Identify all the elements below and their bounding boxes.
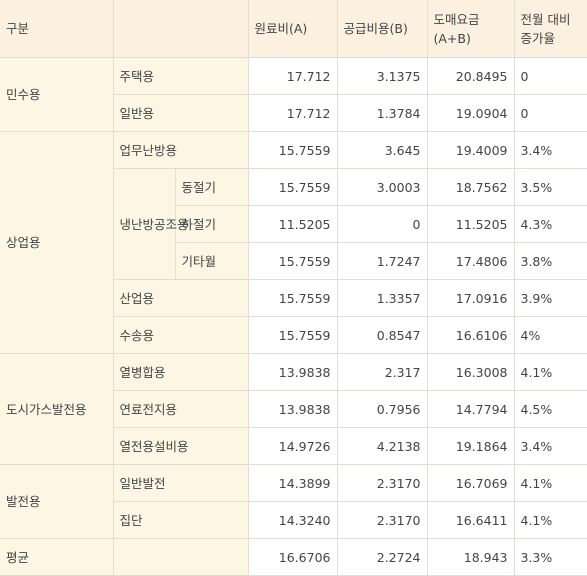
- group-label: 상업용: [0, 131, 114, 354]
- table-row: 열전용설비용 14.9726 4.2138 19.1864 3.4%: [0, 427, 587, 465]
- table-row: 일반용 17.712 1.3784 19.0904 0: [0, 94, 587, 132]
- header-cell: 도매요금 (A+B): [426, 0, 515, 58]
- price-cell: 0.8547: [336, 316, 428, 354]
- price-cell: 20.8495: [426, 57, 515, 95]
- rate-cell: 3.4%: [513, 427, 587, 465]
- item-label: 업무난방용: [112, 131, 249, 169]
- price-cell: 14.9726: [247, 427, 338, 465]
- group-label: 민수용: [0, 57, 114, 132]
- item-label: 일반발전: [112, 464, 249, 502]
- header-cell: 원료비(A): [247, 0, 338, 58]
- price-cell: 2.3170: [336, 464, 428, 502]
- price-cell: 18.943: [426, 538, 515, 576]
- header-cell: 전월 대비 증가율: [513, 0, 587, 58]
- group-label: 도시가스발전용: [0, 353, 114, 465]
- price-cell: 1.3357: [336, 279, 428, 317]
- table-row: 산업용 15.7559 1.3357 17.0916 3.9%: [0, 279, 587, 317]
- subitem-label: 동절기: [174, 168, 249, 206]
- price-cell: 0: [336, 205, 428, 243]
- price-cell: 3.0003: [336, 168, 428, 206]
- price-cell: 3.1375: [336, 57, 428, 95]
- price-cell: 2.2724: [336, 538, 428, 576]
- table-row: 발전용 일반발전 14.3899 2.3170 16.7069 4.1%: [0, 464, 587, 539]
- price-cell: 13.9838: [247, 390, 338, 428]
- price-cell: 17.712: [247, 57, 338, 95]
- table-row: 민수용 주택용 17.712 3.1375 20.8495 0: [0, 57, 587, 132]
- price-cell: 14.7794: [426, 390, 515, 428]
- rate-cell: 4.1%: [513, 501, 587, 539]
- price-cell: 19.0904: [426, 94, 515, 132]
- price-cell: 15.7559: [247, 316, 338, 354]
- rate-cell: 0: [513, 57, 587, 95]
- table-row: 냉난방공조용 동절기 15.7559 3.0003 18.7562 3.5%: [0, 168, 587, 280]
- group-label: 발전용: [0, 464, 114, 539]
- price-cell: 15.7559: [247, 168, 338, 206]
- rate-cell: 3.9%: [513, 279, 587, 317]
- price-cell: 14.3899: [247, 464, 338, 502]
- price-cell: 16.6106: [426, 316, 515, 354]
- item-label: 냉난방공조용: [113, 168, 189, 280]
- price-cell: 1.3784: [336, 94, 428, 132]
- rate-cell: 4%: [513, 316, 587, 354]
- header-cell: [112, 0, 249, 58]
- table-row: 상업용 업무난방용 15.7559 3.645 19.4009 3.4%: [0, 131, 587, 354]
- price-cell: 16.6411: [426, 501, 515, 539]
- item-label: 수송용: [113, 316, 249, 354]
- price-cell: 15.7559: [247, 131, 338, 169]
- price-cell: 16.3008: [426, 353, 515, 391]
- table-row: 집단 14.3240 2.3170 16.6411 4.1%: [0, 501, 587, 539]
- price-cell: 17.0916: [426, 279, 515, 317]
- rate-cell: 4.1%: [513, 464, 587, 502]
- rate-cell: 3.4%: [513, 131, 587, 169]
- price-cell: 16.6706: [247, 538, 338, 576]
- table-row: 평균 16.6706 2.2724 18.943 3.3%: [0, 538, 587, 576]
- rate-cell: 3.8%: [513, 242, 587, 280]
- footer-empty: [112, 538, 249, 576]
- price-cell: 11.5205: [426, 205, 515, 243]
- table-row: 하절기 11.5205 0 11.5205 4.3%: [0, 205, 587, 243]
- price-cell: 0.7956: [336, 390, 428, 428]
- table-row: 구분 원료비(A) 공급비용(B) 도매요금 (A+B) 전월 대비 증가율: [0, 0, 587, 58]
- price-cell: 16.7069: [426, 464, 515, 502]
- price-cell: 19.1864: [426, 427, 515, 465]
- price-cell: 2.317: [336, 353, 428, 391]
- header-cell: 구분: [0, 0, 114, 58]
- rate-cell: 3.5%: [513, 168, 587, 206]
- price-cell: 15.7559: [247, 242, 338, 280]
- table-row: 도시가스발전용 열병합용 13.9838 2.317 16.3008 4.1%: [0, 353, 587, 465]
- price-cell: 2.3170: [336, 501, 428, 539]
- item-label: 산업용: [113, 279, 249, 317]
- price-cell: 3.645: [336, 131, 428, 169]
- table-row: 기타월 15.7559 1.7247 17.4806 3.8%: [0, 242, 587, 280]
- footer-label: 평균: [0, 538, 114, 576]
- header-cell: 공급비용(B): [336, 0, 428, 58]
- price-cell: 17.4806: [426, 242, 515, 280]
- rate-cell: 3.3%: [513, 538, 587, 576]
- item-label: 열병합용: [112, 353, 249, 391]
- item-label: 집단: [113, 501, 249, 539]
- item-label: 주택용: [112, 57, 249, 95]
- price-cell: 4.2138: [336, 427, 428, 465]
- rate-cell: 4.3%: [513, 205, 587, 243]
- price-cell: 19.4009: [426, 131, 515, 169]
- subitem-label: 하절기: [175, 205, 249, 243]
- price-cell: 13.9838: [247, 353, 338, 391]
- subitem-label: 기타월: [175, 242, 249, 280]
- rate-cell: 4.1%: [513, 353, 587, 391]
- table-row: 연료전지용 13.9838 0.7956 14.7794 4.5%: [0, 390, 587, 428]
- price-cell: 14.3240: [247, 501, 338, 539]
- item-label: 열전용설비용: [113, 427, 249, 465]
- price-cell: 15.7559: [247, 279, 338, 317]
- item-label: 연료전지용: [113, 390, 249, 428]
- rate-cell: 4.5%: [513, 390, 587, 428]
- item-label: 일반용: [113, 94, 249, 132]
- price-cell: 17.712: [247, 94, 338, 132]
- price-cell: 11.5205: [247, 205, 338, 243]
- rate-cell: 0: [513, 94, 587, 132]
- price-cell: 18.7562: [426, 168, 515, 206]
- price-cell: 1.7247: [336, 242, 428, 280]
